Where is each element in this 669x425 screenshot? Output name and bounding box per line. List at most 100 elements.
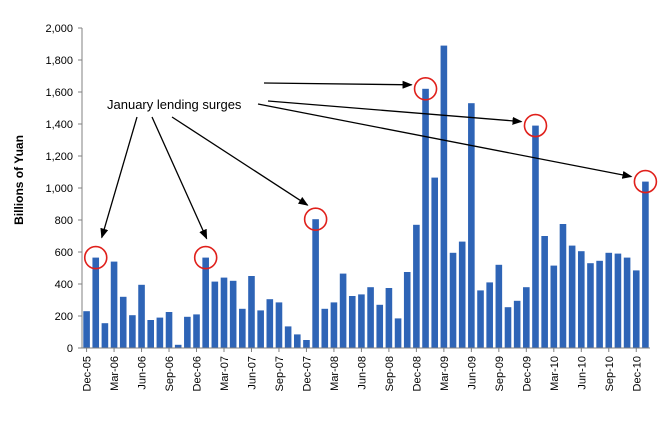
bar-sep-08 — [385, 288, 393, 348]
arrow-to-jan-08 — [171, 116, 309, 206]
x-tick-label: Dec-08 — [411, 356, 423, 391]
y-tick-label: 1,800 — [45, 55, 73, 67]
bar-aug-07 — [266, 299, 274, 348]
bar-jan-07 — [202, 257, 209, 348]
y-tick-label: 200 — [55, 311, 73, 323]
bar-jan-08 — [312, 219, 319, 348]
bar-may-07 — [239, 308, 246, 348]
x-axis: Dec-05 Mar-06 Jun-06 Sep-06 Dec-06 Mar-07 Jun-… — [82, 347, 650, 391]
bar-feb-06 — [101, 323, 109, 348]
bar-jun-10 — [577, 251, 585, 348]
bar-sep-07 — [275, 302, 283, 348]
bar-mar-09 — [440, 45, 448, 348]
bar-nov-09 — [513, 300, 521, 348]
x-tick-label: Dec-07 — [301, 356, 313, 391]
x-tick-label: Mar-06 — [109, 356, 121, 391]
bar-jul-08 — [367, 287, 374, 348]
bar-apr-10 — [559, 224, 567, 348]
bar-apr-08 — [339, 273, 347, 348]
x-tick-label: Jun-08 — [356, 356, 368, 390]
x-tick-label: Sep-08 — [384, 356, 396, 391]
x-tick-label: Jun-10 — [576, 356, 588, 390]
bar-series — [83, 45, 649, 349]
bar-jan-06 — [92, 257, 100, 348]
annotation-text: January lending surges — [107, 97, 242, 112]
bar-nov-06 — [184, 316, 191, 348]
y-tick-label: 0 — [67, 343, 73, 355]
arrow-to-jan-07 — [151, 116, 208, 240]
x-tick-label: Sep-10 — [604, 356, 616, 391]
bar-apr-09 — [449, 252, 457, 348]
highlight-circle-jan-11 — [633, 169, 658, 194]
bar-feb-10 — [541, 236, 548, 348]
y-axis: 0 200 400 600 800 1,000 1,200 1,400 1,600 1,800 2,… — [45, 23, 83, 355]
x-tick-label: Mar-10 — [549, 356, 561, 391]
bar-oct-10 — [614, 253, 622, 348]
highlight-circle-jan-06 — [83, 245, 108, 270]
y-tick-label: 1,600 — [45, 87, 73, 99]
y-tick-label: 400 — [55, 279, 73, 291]
x-tick-label: Mar-08 — [329, 356, 341, 391]
bar-may-06 — [129, 315, 136, 348]
bar-jul-10 — [587, 263, 594, 348]
bar-apr-06 — [119, 296, 127, 348]
bar-aug-09 — [486, 282, 493, 348]
y-tick-label: 1,000 — [45, 183, 73, 195]
bar-jun-09 — [468, 103, 475, 348]
bar-apr-07 — [229, 280, 237, 348]
bar-jan-10 — [532, 125, 539, 348]
bar-oct-09 — [504, 307, 512, 348]
x-tick-label: Jun-06 — [137, 356, 149, 390]
bar-aug-06 — [156, 317, 164, 348]
bar-nov-10 — [623, 257, 631, 348]
bar-sep-10 — [605, 252, 613, 348]
arrow-to-jan-10 — [267, 100, 523, 125]
bar-jun-06 — [138, 284, 145, 348]
y-tick-label: 1,200 — [45, 151, 73, 163]
bar-oct-07 — [284, 326, 292, 348]
x-tick-label: Dec-10 — [631, 356, 643, 391]
bar-dec-06 — [193, 314, 200, 348]
x-tick-label: Sep-09 — [494, 356, 506, 391]
bar-may-08 — [348, 296, 356, 348]
highlight-circle-jan-09 — [413, 77, 438, 101]
x-tick-label: Dec-06 — [192, 356, 204, 391]
bar-dec-10 — [632, 270, 640, 348]
bar-nov-07 — [293, 334, 301, 348]
bar-dec-05 — [83, 311, 90, 348]
bar-jul-07 — [257, 310, 264, 348]
bar-mar-10 — [550, 265, 558, 348]
bar-dec-09 — [523, 287, 530, 348]
x-tick-label: Sep-07 — [274, 356, 286, 391]
x-tick-label: Dec-09 — [521, 356, 533, 391]
highlight-circle-jan-08 — [303, 207, 328, 231]
bar-jul-09 — [477, 290, 484, 348]
highlight-circle-jan-07 — [193, 245, 218, 270]
bar-sep-09 — [495, 264, 503, 348]
y-tick-label: 600 — [55, 247, 73, 259]
bar-oct-08 — [394, 318, 402, 348]
bar-jan-11 — [642, 181, 649, 348]
bar-feb-09 — [431, 177, 439, 348]
bar-oct-06 — [174, 344, 182, 348]
bar-sep-06 — [165, 312, 173, 348]
bar-may-09 — [458, 241, 466, 348]
bar-jan-09 — [422, 88, 429, 349]
arrow-to-jan-06 — [100, 116, 138, 239]
bar-feb-08 — [321, 308, 329, 348]
bar-jul-06 — [147, 320, 155, 348]
y-axis-label: Billions of Yuan — [12, 135, 26, 225]
bar-mar-08 — [330, 302, 338, 348]
arrow-to-jan-11 — [257, 103, 633, 179]
highlight-circle-jan-10 — [523, 113, 548, 138]
x-tick-label: Mar-09 — [439, 356, 451, 391]
bar-feb-07 — [211, 281, 219, 348]
highlight-circles — [83, 77, 658, 270]
x-tick-label: Dec-05 — [82, 356, 94, 391]
x-tick-label: Jun-09 — [466, 356, 478, 390]
bar-jun-08 — [358, 294, 365, 348]
annotation: January lending surges — [100, 80, 633, 240]
x-tick-label: Mar-07 — [219, 356, 231, 391]
arrow-to-jan-09 — [263, 80, 413, 89]
